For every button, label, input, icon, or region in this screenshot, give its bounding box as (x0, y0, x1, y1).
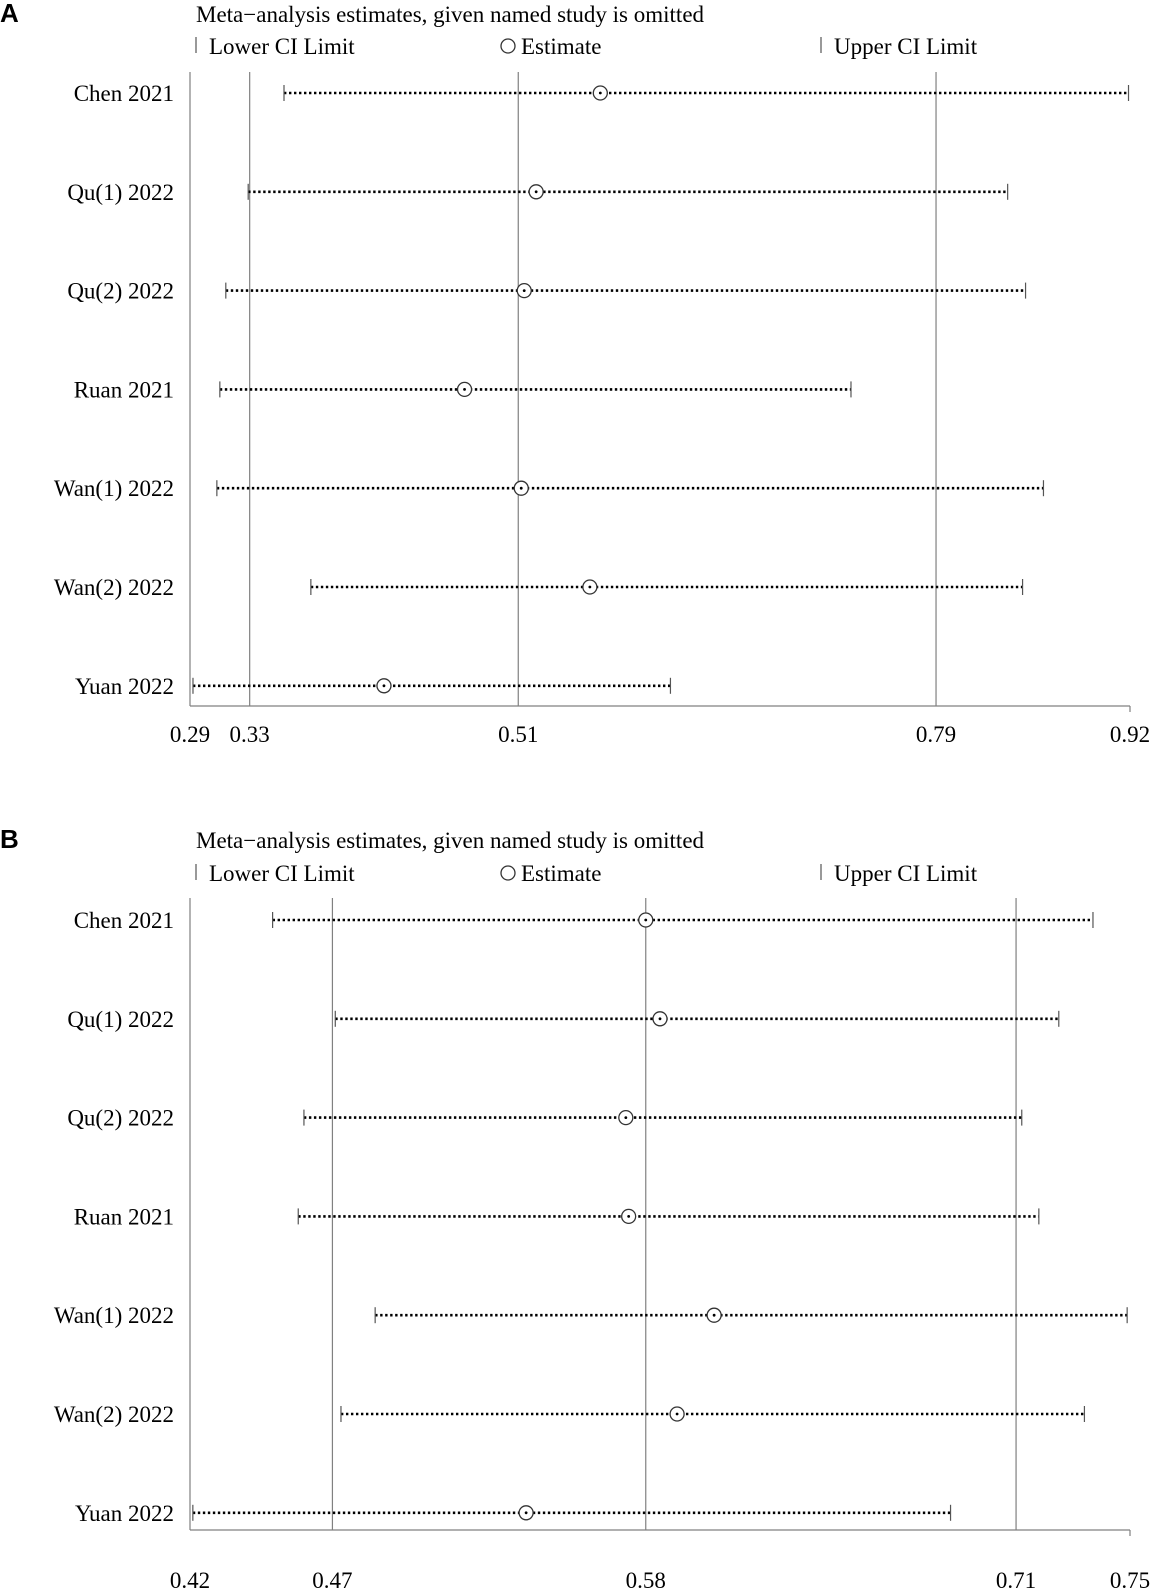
study-row: Ruan 2021 (74, 1204, 1040, 1229)
study-row: Wan(1) 2022 (54, 1303, 1128, 1328)
legend-estimate-label: Estimate (521, 861, 601, 886)
estimate-center-dot (644, 918, 648, 922)
legend-upper-label: Upper CI Limit (834, 34, 978, 59)
study-row: Yuan 2022 (75, 674, 672, 699)
x-tick-label: 0.29 (170, 722, 210, 747)
study-row: Ruan 2021 (74, 377, 852, 402)
x-tick-label: 0.79 (916, 722, 956, 747)
study-row: Qu(1) 2022 (67, 180, 1009, 205)
estimate-center-dot (675, 1412, 679, 1416)
legend-lower-label: Lower CI Limit (209, 34, 355, 59)
study-label: Chen 2021 (74, 908, 174, 933)
legend-estimate-marker (500, 865, 516, 881)
study-label: Wan(1) 2022 (54, 476, 174, 501)
x-tick-label: 0.47 (312, 1568, 352, 1590)
x-tick-label: 0.33 (230, 722, 270, 747)
estimate-center-dot (627, 1215, 631, 1218)
study-row: Wan(1) 2022 (54, 476, 1045, 501)
panel-a: A Meta−analysis estimates, given named st… (0, 0, 1150, 747)
study-label: Wan(1) 2022 (54, 1303, 174, 1328)
estimate-center-dot (534, 190, 538, 194)
legend-estimate-marker (500, 38, 516, 54)
study-label: Qu(2) 2022 (67, 279, 174, 304)
x-tick-label: 0.51 (498, 722, 538, 747)
chart-title: Meta−analysis estimates, given named stu… (196, 828, 705, 853)
x-tick-label: 0.71 (996, 1568, 1036, 1590)
study-label: Wan(2) 2022 (54, 1402, 174, 1427)
legend-lower-label: Lower CI Limit (209, 861, 355, 886)
panel-letter: A (0, 0, 19, 28)
estimate-center-dot (382, 684, 386, 688)
study-label: Qu(1) 2022 (67, 180, 174, 205)
estimate-center-dot (712, 1313, 716, 1317)
estimate-center-dot (519, 486, 523, 490)
estimate-center-dot (658, 1017, 662, 1021)
x-tick-label: 0.75 (1110, 1568, 1150, 1590)
x-tick-label: 0.42 (170, 1568, 210, 1590)
study-label: Qu(2) 2022 (67, 1106, 174, 1131)
study-label: Wan(2) 2022 (54, 575, 174, 600)
legend-estimate-label: Estimate (521, 34, 601, 59)
study-row: Chen 2021 (74, 908, 1094, 933)
study-label: Ruan 2021 (74, 377, 174, 402)
x-tick-label: 0.58 (626, 1568, 666, 1590)
estimate-center-dot (522, 289, 526, 292)
study-row: Qu(2) 2022 (67, 279, 1027, 304)
study-label: Yuan 2022 (75, 674, 174, 699)
study-label: Yuan 2022 (75, 1501, 174, 1526)
study-row: Qu(1) 2022 (67, 1007, 1060, 1032)
estimate-center-dot (598, 91, 602, 95)
study-row: Yuan 2022 (75, 1501, 952, 1526)
study-label: Chen 2021 (74, 81, 174, 106)
panel-letter: B (0, 824, 19, 854)
x-tick-label: 0.92 (1110, 722, 1150, 747)
study-row: Wan(2) 2022 (54, 575, 1024, 600)
legend-upper-label: Upper CI Limit (834, 861, 978, 886)
panel-b: B Meta−analysis estimates, given named st… (0, 824, 1150, 1590)
estimate-center-dot (524, 1511, 528, 1515)
study-row: Chen 2021 (74, 81, 1130, 106)
chart-title: Meta−analysis estimates, given named stu… (196, 2, 705, 27)
study-label: Ruan 2021 (74, 1204, 174, 1229)
study-label: Qu(1) 2022 (67, 1007, 174, 1032)
study-row: Wan(2) 2022 (54, 1402, 1086, 1427)
study-row: Qu(2) 2022 (67, 1106, 1023, 1131)
estimate-center-dot (588, 585, 592, 589)
estimate-center-dot (463, 388, 466, 391)
estimate-center-dot (624, 1116, 628, 1119)
